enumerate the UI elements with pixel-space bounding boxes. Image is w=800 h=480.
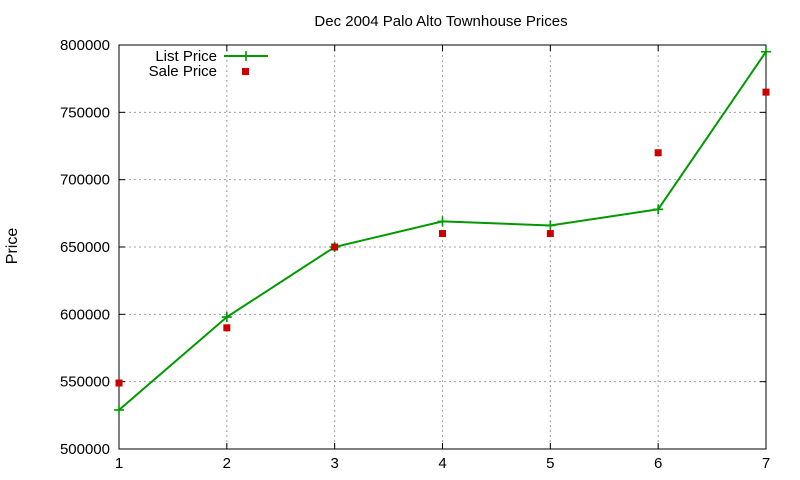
y-tick-label: 750000 <box>60 104 110 121</box>
chart-title: Dec 2004 Palo Alto Townhouse Prices <box>314 13 567 30</box>
data-point-sale-price <box>223 324 231 332</box>
x-tick-label: 3 <box>330 455 338 472</box>
data-point-sale-price <box>439 230 446 238</box>
series-layer <box>114 46 771 415</box>
x-tick-label: 4 <box>438 455 446 472</box>
legend-marker-sale-price <box>242 68 249 75</box>
y-tick-label: 500000 <box>60 441 110 458</box>
data-point-list-price <box>221 312 232 323</box>
data-point-list-price <box>437 216 448 227</box>
x-tick-label: 6 <box>654 455 662 472</box>
legend-cross <box>241 51 251 61</box>
grid-lines <box>119 45 766 449</box>
data-point-sale-price <box>115 379 123 387</box>
legend: List Price Sale Price <box>149 48 268 80</box>
data-point-sale-price <box>654 149 662 157</box>
x-tick-label: 7 <box>762 455 770 472</box>
data-point-sale-price <box>331 243 339 251</box>
data-point-list-price <box>653 204 664 215</box>
y-tick-label: 650000 <box>60 239 110 256</box>
x-tick-label: 2 <box>223 455 231 472</box>
legend-label-sale-price: Sale Price <box>149 63 217 80</box>
legend-marker-list-price <box>241 51 251 61</box>
data-point-sale-price <box>762 88 770 96</box>
data-point-sale-price <box>546 230 554 238</box>
y-tick-label: 700000 <box>60 172 110 189</box>
data-point-list-price <box>545 220 556 231</box>
x-tick-label: 1 <box>115 455 123 472</box>
y-tick-label: 550000 <box>60 374 110 391</box>
y-tick-label: 800000 <box>60 37 110 54</box>
data-point-list-price <box>761 46 771 57</box>
axis-ticks: 1 2 3 4 5 6 7 500000 550000 600000 650000 700000 750… <box>60 37 770 472</box>
data-point-list-price <box>114 404 124 415</box>
y-axis-label: Price <box>4 228 21 265</box>
x-tick-label: 5 <box>546 455 554 472</box>
y-tick-label: 600000 <box>60 306 110 323</box>
legend-label-list-price: List Price <box>155 48 217 65</box>
